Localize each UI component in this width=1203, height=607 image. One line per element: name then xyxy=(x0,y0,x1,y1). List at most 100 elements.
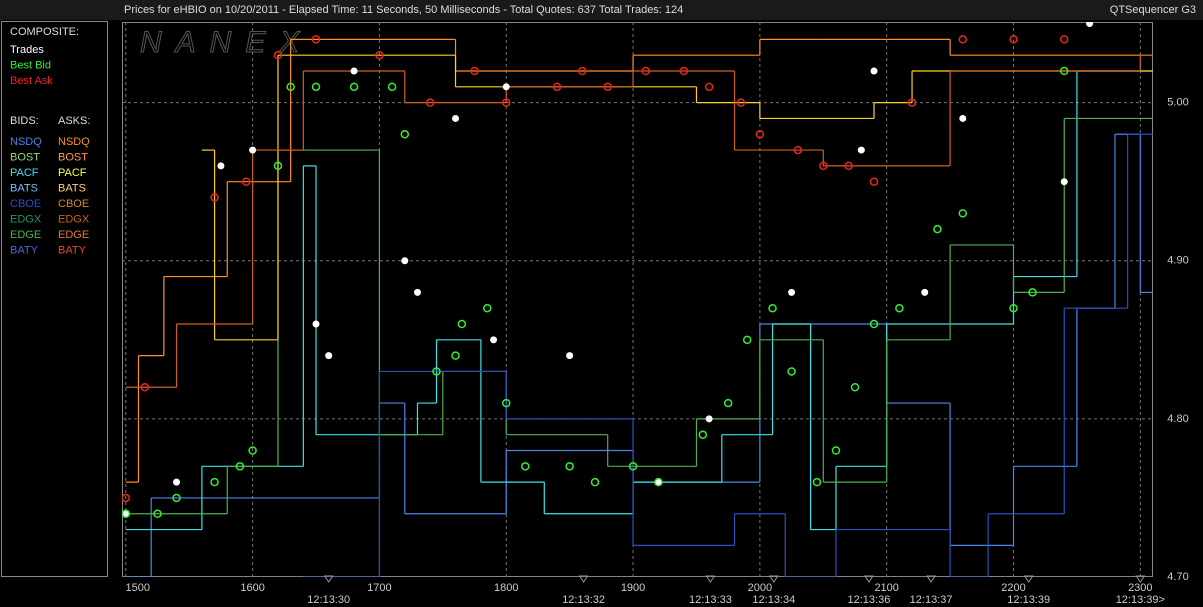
data-point xyxy=(325,352,333,360)
data-point xyxy=(831,446,841,455)
time-marker xyxy=(864,575,874,583)
data-point xyxy=(566,352,574,360)
data-point xyxy=(788,288,796,296)
data-point xyxy=(400,130,410,139)
data-point xyxy=(787,367,796,376)
data-point xyxy=(736,98,746,107)
data-point xyxy=(844,161,853,171)
bids-title: BIDS: xyxy=(10,115,39,127)
data-point xyxy=(140,383,150,392)
data-point xyxy=(959,114,967,122)
y-tick-label: 4.70 xyxy=(1167,571,1188,583)
ask-exchange: EDGE xyxy=(58,229,89,241)
time-marker xyxy=(1135,575,1146,583)
data-point xyxy=(501,98,511,107)
data-point xyxy=(895,303,904,313)
asks-title: ASKS: xyxy=(58,115,90,127)
data-point xyxy=(921,288,929,296)
data-point xyxy=(704,82,714,92)
data-point xyxy=(679,66,689,76)
data-point xyxy=(1028,288,1037,297)
bid-exchange: EDGX xyxy=(10,213,42,225)
data-point xyxy=(122,510,130,518)
data-point xyxy=(451,351,460,360)
data-point xyxy=(793,145,803,155)
time-label: 12:13:39 xyxy=(1007,594,1050,606)
data-point xyxy=(235,462,245,471)
bid-exchange: BOST xyxy=(10,151,40,163)
header-title: Prices for eHBIO on 10/20/2011 - Elapsed… xyxy=(124,4,683,16)
data-point xyxy=(565,462,574,471)
time-label: 12:13:39> xyxy=(1116,594,1165,606)
data-point xyxy=(217,162,225,170)
data-point xyxy=(122,493,131,503)
data-point xyxy=(933,224,942,234)
x-tick-label: 2300 xyxy=(1128,582,1152,594)
legend-entry: Trades xyxy=(10,44,44,56)
data-point xyxy=(273,50,283,60)
data-point xyxy=(457,319,467,329)
data-point xyxy=(698,430,708,439)
y-tick-label: 4.90 xyxy=(1167,255,1188,267)
data-point xyxy=(401,257,409,265)
time-label: 12:13:36 xyxy=(848,594,891,606)
time-label: 12:13:34 xyxy=(752,594,795,606)
data-point xyxy=(869,177,879,186)
plot-area: NANEX xyxy=(122,22,1153,577)
data-point xyxy=(1009,303,1018,313)
data-point xyxy=(907,98,917,107)
data-point xyxy=(705,415,713,423)
x-tick-label: 1900 xyxy=(621,582,645,594)
data-point xyxy=(958,35,968,44)
data-point xyxy=(425,98,435,107)
data-point xyxy=(122,509,131,519)
data-point xyxy=(210,193,219,202)
time-label: 12:13:37 xyxy=(910,594,953,606)
data-point xyxy=(812,477,822,487)
y-tick-label: 5.00 xyxy=(1167,97,1188,109)
data-point xyxy=(1059,35,1069,44)
data-point xyxy=(387,82,397,92)
ask-exchange: BATY xyxy=(58,244,87,256)
time-marker xyxy=(705,575,716,583)
data-point xyxy=(819,161,828,171)
bid-exchange: CBOE xyxy=(10,198,41,210)
bid-exchange: NSDQ xyxy=(10,136,42,148)
data-point xyxy=(311,82,321,92)
data-point xyxy=(311,35,321,44)
x-tick-label: 1500 xyxy=(126,582,150,594)
time-label: 12:13:32 xyxy=(562,594,605,606)
data-point xyxy=(452,114,460,122)
data-point xyxy=(654,478,662,486)
data-point xyxy=(654,477,663,487)
data-point xyxy=(578,66,587,76)
ask-exchange: CBOE xyxy=(58,198,89,210)
ask-exchange: NSDQ xyxy=(58,136,90,148)
x-tick-label: 2000 xyxy=(748,582,772,594)
x-tick-label: 1800 xyxy=(494,582,518,594)
data-point xyxy=(375,50,384,60)
x-tick-label: 2200 xyxy=(1001,582,1025,594)
data-point xyxy=(603,82,612,92)
time-marker xyxy=(323,575,334,583)
composite-title: COMPOSITE: xyxy=(10,26,79,38)
x-tick-label: 1700 xyxy=(367,582,391,594)
x-tick-label: 1600 xyxy=(240,582,264,594)
time-marker xyxy=(1023,575,1034,583)
data-point xyxy=(248,446,257,455)
data-point xyxy=(470,66,479,76)
data-point xyxy=(482,303,492,313)
data-point xyxy=(173,478,181,486)
data-point xyxy=(552,82,562,92)
time-marker xyxy=(926,575,937,583)
app-name: QTSequencer G3 xyxy=(1110,4,1196,16)
sidebar-frame xyxy=(1,21,108,577)
time-label: 12:13:30 xyxy=(307,594,350,606)
data-point xyxy=(210,477,219,487)
ask-exchange: PACF xyxy=(58,167,87,179)
time-marker xyxy=(578,575,589,583)
data-point xyxy=(249,146,257,154)
watermark: NANEX xyxy=(140,26,313,59)
